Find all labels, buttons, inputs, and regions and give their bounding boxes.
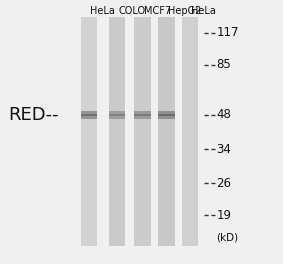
Bar — [182, 17, 198, 246]
Text: 117: 117 — [216, 26, 239, 40]
Text: 85: 85 — [216, 58, 231, 71]
Text: HeLa: HeLa — [191, 6, 216, 16]
Text: HeLa: HeLa — [90, 6, 115, 16]
Bar — [134, 17, 151, 246]
Text: RED--: RED-- — [8, 106, 59, 124]
Bar — [81, 114, 97, 116]
Text: MCF7: MCF7 — [144, 6, 171, 16]
Bar — [81, 17, 97, 246]
Text: 19: 19 — [216, 209, 231, 222]
Text: HepG2: HepG2 — [168, 6, 201, 16]
Bar — [81, 111, 97, 119]
Text: (kD): (kD) — [216, 233, 239, 243]
Bar — [109, 111, 125, 119]
Bar — [158, 111, 175, 119]
Text: COLO: COLO — [119, 6, 146, 16]
Text: 34: 34 — [216, 143, 231, 156]
Bar — [134, 114, 151, 116]
Bar — [134, 111, 151, 119]
Text: 48: 48 — [216, 108, 231, 121]
Bar — [158, 114, 175, 116]
Bar — [109, 114, 125, 116]
Bar — [109, 17, 125, 246]
Bar — [158, 17, 175, 246]
Text: 26: 26 — [216, 177, 231, 190]
